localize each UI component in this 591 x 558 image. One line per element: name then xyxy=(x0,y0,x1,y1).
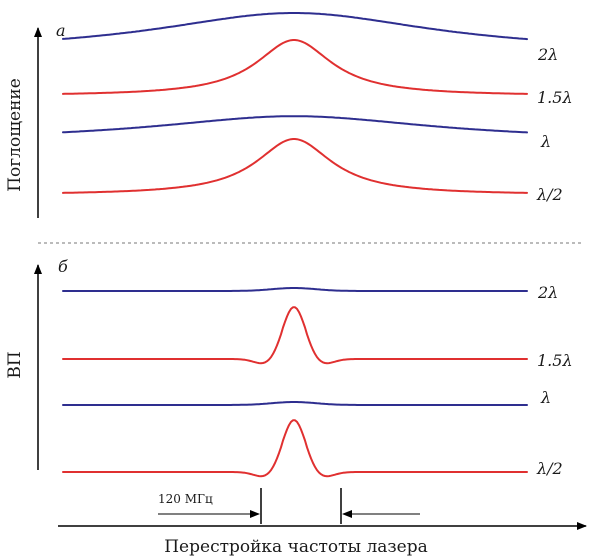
panel-a-label-2lambda: 2λ xyxy=(537,45,558,64)
panel-b-label-lambda: λ xyxy=(540,388,551,407)
panel-a-curve-half-lambda xyxy=(62,138,528,194)
panel-b-curve-lambda xyxy=(62,401,528,406)
panel-b: б ВП 2λ 1.5λ λ λ/2 xyxy=(5,257,573,478)
panel-b-axis-label: ВП xyxy=(5,351,25,378)
panel-a-curve-2lambda xyxy=(62,12,528,41)
width-marker: 120 МГц xyxy=(158,488,420,524)
panel-a-letter: а xyxy=(56,21,66,40)
x-axis-label: Перестройка частоты лазера xyxy=(164,537,428,557)
panel-b-letter: б xyxy=(58,257,68,276)
panel-b-label-1p5lambda: 1.5λ xyxy=(537,351,573,370)
panel-a-label-half-lambda: λ/2 xyxy=(536,185,563,204)
panel-b-curve-1p5lambda xyxy=(62,306,528,365)
panel-a: а Поглощение 2λ 1.5λ λ λ/2 xyxy=(5,12,573,218)
panel-b-curve-2lambda xyxy=(62,287,528,292)
panel-a-label-1p5lambda: 1.5λ xyxy=(537,88,573,107)
panel-b-label-half-lambda: λ/2 xyxy=(536,459,563,478)
panel-a-axis-label: Поглощение xyxy=(5,78,25,192)
panel-a-curve-1p5lambda xyxy=(62,39,528,95)
panel-a-label-lambda: λ xyxy=(540,132,551,151)
panel-a-curve-lambda xyxy=(62,115,528,134)
width-marker-label: 120 МГц xyxy=(158,492,213,506)
panel-b-curve-half-lambda xyxy=(62,419,528,478)
panel-b-label-2lambda: 2λ xyxy=(537,283,558,302)
